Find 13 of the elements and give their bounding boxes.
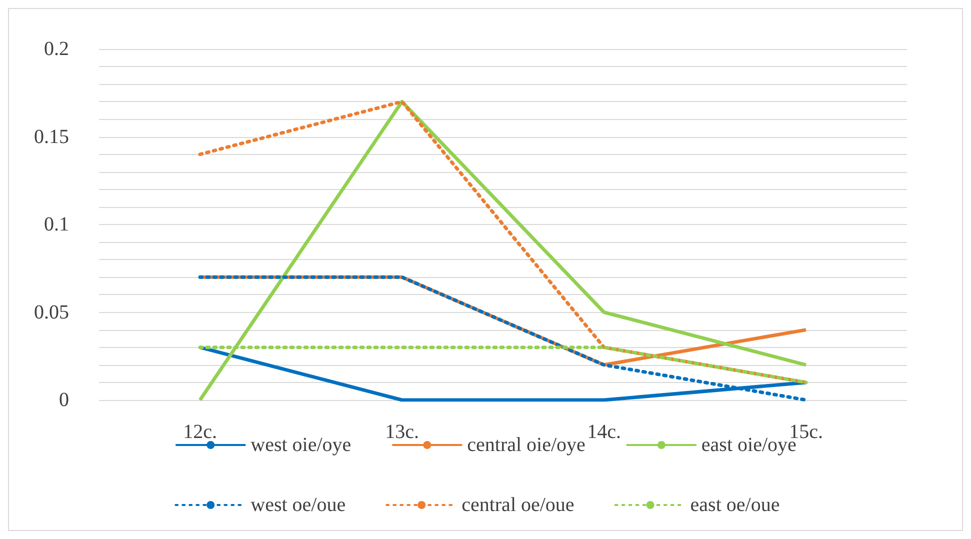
x-tick-label: 12c. <box>183 421 217 443</box>
legend-label: central oie/oye <box>467 434 586 456</box>
x-tick-label: 14c. <box>587 421 621 443</box>
legend-label: east oe/oue <box>690 494 780 516</box>
y-tick-label: 0.15 <box>34 126 69 148</box>
y-tick-label: 0 <box>59 389 69 411</box>
legend-label: central oe/oue <box>462 494 574 516</box>
x-tick-label: 13c. <box>385 421 419 443</box>
legend-label: west oie/oye <box>250 434 352 456</box>
y-tick-label: 0.1 <box>44 214 69 236</box>
y-tick-label: 0.05 <box>34 301 69 324</box>
y-tick-label: 0.2 <box>44 38 69 60</box>
legend-label: west oe/oue <box>250 494 346 516</box>
